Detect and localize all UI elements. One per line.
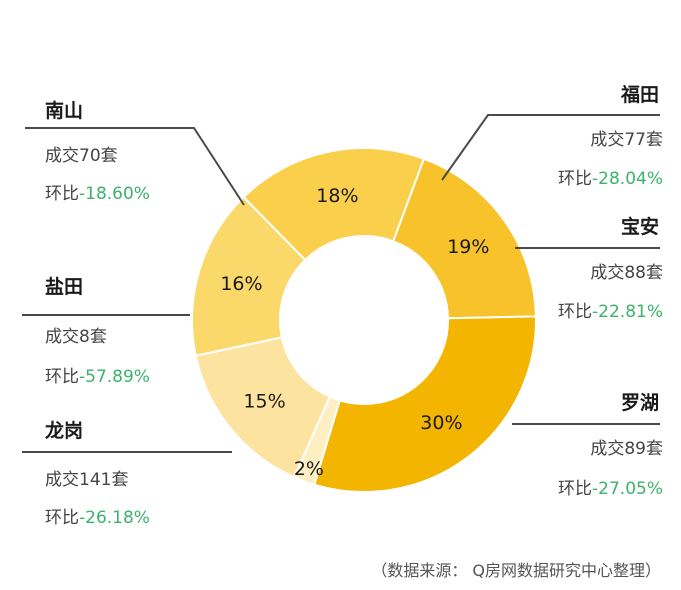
percent-label-longgang: 30% <box>420 412 462 434</box>
percent-label-futian: 16% <box>220 273 262 295</box>
district-name-baoan: 宝安 <box>620 216 659 238</box>
donut-slice-longgang <box>313 315 537 493</box>
leader-line-nanshan <box>25 127 245 206</box>
mom-nanshan: 环比-18.60% <box>45 184 150 204</box>
deal-count-yantian: 成交8套 <box>45 327 107 347</box>
district-name-nanshan: 南山 <box>45 100 84 122</box>
district-name-futian: 福田 <box>620 84 659 106</box>
deal-count-baoan: 成交88套 <box>590 263 663 283</box>
district-name-yantian: 盐田 <box>45 276 84 298</box>
donut-slice-nanshan <box>194 336 332 479</box>
percent-label-nanshan: 15% <box>243 391 285 413</box>
deal-count-longgang: 成交141套 <box>45 470 129 490</box>
leader-line-futian <box>441 114 660 181</box>
mom-yantian: 环比-57.89% <box>45 367 150 387</box>
mom-luohu: 环比-27.05% <box>558 479 663 499</box>
deal-count-luohu: 成交89套 <box>590 439 663 459</box>
percent-label-yantian: 2% <box>294 458 324 480</box>
donut-slice-luohu <box>391 157 537 320</box>
mom-futian: 环比-28.04% <box>558 169 663 189</box>
data-source-note: （数据来源： Q房网数据研究中心整理） <box>371 561 661 580</box>
district-name-longgang: 龙岗 <box>45 420 84 442</box>
deal-count-futian: 成交77套 <box>590 130 663 150</box>
percent-label-luohu: 19% <box>447 236 489 258</box>
district-name-luohu: 罗湖 <box>620 392 659 414</box>
mom-longgang: 环比-26.18% <box>45 508 150 528</box>
percent-labels: 16% 18% 19% 30% 2% 15% <box>220 185 489 480</box>
mom-baoan: 环比-22.81% <box>558 302 663 322</box>
deal-count-nanshan: 成交70套 <box>45 146 118 166</box>
leader-lines <box>22 114 660 453</box>
donut-slice-baoan <box>242 147 426 262</box>
percent-label-baoan: 18% <box>316 185 358 207</box>
donut-slices <box>191 147 537 493</box>
